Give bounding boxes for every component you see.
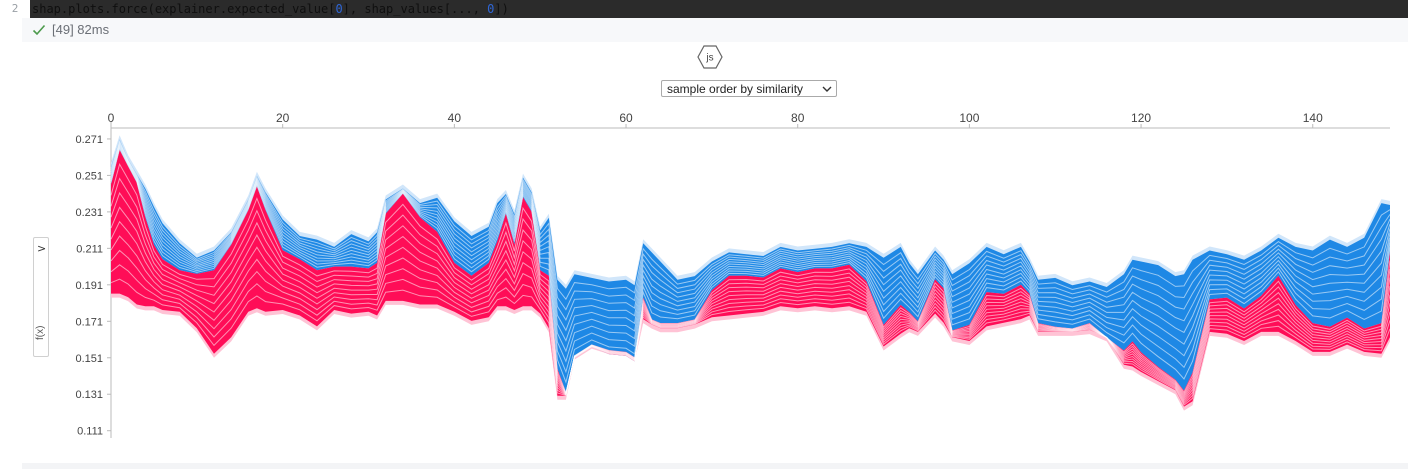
sample-order-select[interactable]: sample order by similarity <box>661 80 837 97</box>
ylabel-toggle[interactable]: > f(x) <box>33 237 49 357</box>
x-tick-label: 80 <box>791 111 805 125</box>
js-hexagon-icon: js <box>697 45 723 69</box>
positive-feature-line <box>110 249 1391 403</box>
positive-feature-line <box>110 206 1391 398</box>
positive-feature-line <box>110 278 1391 406</box>
positive-feature-line <box>110 235 1391 402</box>
positive-feature-line <box>110 163 1391 395</box>
positive-halo-area <box>111 149 1390 411</box>
y-tick-label: 0.171 <box>75 316 103 328</box>
code-token-number: 0 <box>487 2 495 16</box>
x-tick-label: 140 <box>1303 111 1323 125</box>
positive-feature-line <box>110 177 1391 395</box>
positive-feature-line <box>110 191 1391 397</box>
negative-contribution-area <box>111 139 1390 393</box>
negative-feature-line <box>110 139 1391 311</box>
x-tick-label: 100 <box>959 111 979 125</box>
check-icon <box>32 24 46 36</box>
negative-feature-line <box>110 146 1391 374</box>
execution-count-label: [49] 82ms <box>52 22 110 37</box>
y-tick-label: 0.191 <box>75 280 103 292</box>
code-token: ], shap_values[..., <box>342 2 488 16</box>
chevron-down-icon <box>822 86 832 92</box>
negative-feature-line <box>110 147 1391 384</box>
negative-feature-line <box>110 142 1391 332</box>
y-tick-label: 0.211 <box>76 243 103 255</box>
output-footer <box>22 463 1408 469</box>
x-tick-label: 40 <box>448 111 462 125</box>
negative-halo-area <box>111 135 1390 393</box>
positive-feature-line <box>110 264 1391 405</box>
chart-areas <box>110 135 1391 411</box>
line-number: 2 <box>11 2 19 15</box>
x-tick-label: 60 <box>619 111 633 125</box>
positive-contribution-area <box>111 149 1390 407</box>
chevron-right-icon: > <box>37 242 47 255</box>
code-token: shap.plots.force(explainer.expected_valu… <box>32 2 336 16</box>
execution-status: [49] 82ms <box>22 18 1408 42</box>
negative-feature-line <box>110 144 1391 353</box>
negative-feature-line <box>110 141 1391 321</box>
code-token: ]) <box>494 2 509 16</box>
negative-feature-line <box>110 145 1391 363</box>
x-tick-label: 20 <box>276 111 290 125</box>
code-row: 2 shap.plots.force(explainer.expected_va… <box>0 0 1408 18</box>
y-tick-label: 0.251 <box>75 170 103 182</box>
negative-feature-line <box>110 138 1391 301</box>
sample-order-select-value: sample order by similarity <box>667 82 804 96</box>
y-tick-label: 0.151 <box>75 353 103 365</box>
y-axis-label: f(x) <box>35 325 46 340</box>
positive-feature-line <box>110 220 1391 400</box>
js-badge-label: js <box>705 53 713 64</box>
y-tick-label: 0.131 <box>75 389 103 401</box>
x-tick-label: 120 <box>1131 111 1151 125</box>
code-line[interactable]: shap.plots.force(explainer.expected_valu… <box>30 0 1408 18</box>
code-token-number: 0 <box>335 2 343 16</box>
negative-feature-line <box>110 143 1391 342</box>
y-tick-label: 0.111 <box>77 426 103 438</box>
y-tick-label: 0.271 <box>75 134 103 146</box>
js-badge: js <box>697 44 723 74</box>
x-tick-label: 0 <box>108 111 115 125</box>
chart-axes: 0 20 40 60 80 100 120 140 0.271 0.251 0.231 0.211 0.… <box>75 111 1390 438</box>
y-tick-label: 0.231 <box>75 207 103 219</box>
